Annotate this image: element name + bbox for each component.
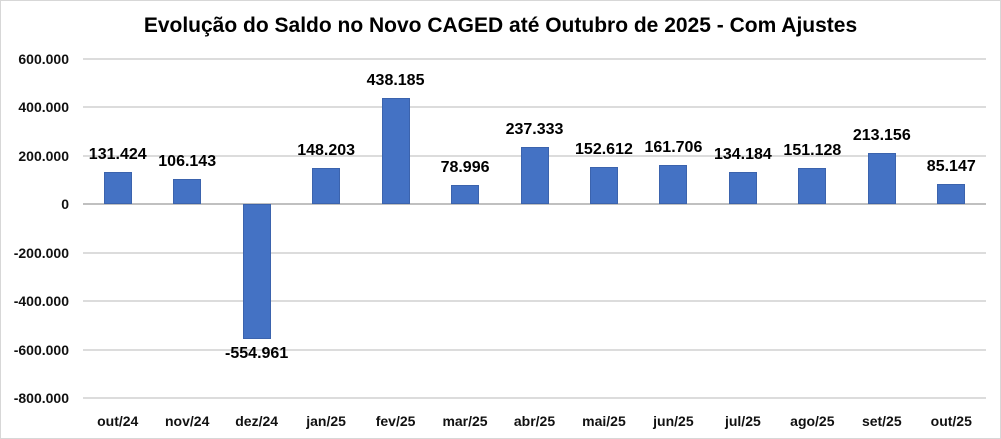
bar-value-label-ago-25: 151.128 <box>783 141 842 159</box>
y-axis-tick-label: -200.000 <box>13 244 69 261</box>
x-axis-category-label-mar-25: mar/25 <box>442 413 488 429</box>
gridline <box>83 397 986 399</box>
bar-value-label-jun-25: 161.706 <box>644 139 703 157</box>
bar-value-label-mar-25: 78.996 <box>440 159 490 177</box>
gridline <box>83 300 986 303</box>
y-axis-tick-label: -600.000 <box>13 341 69 358</box>
bar-value-label-out-24: 131.424 <box>88 146 147 164</box>
chart-title: Evolução do Saldo no Novo CAGED até Outu… <box>143 14 858 37</box>
x-axis-category-label-fev-25: fev/25 <box>375 413 416 429</box>
bar-mai-25 <box>589 167 618 205</box>
x-axis-line <box>83 203 986 206</box>
y-axis-tick-label: -400.000 <box>13 293 69 310</box>
gridline <box>83 348 986 351</box>
bar-ago-25 <box>798 167 827 205</box>
bar-nov-24 <box>173 178 202 205</box>
y-axis-tick-label: 400.000 <box>18 99 69 116</box>
x-axis-category-label-out-25: out/25 <box>930 413 972 429</box>
bar-value-label-jan-25: 148.203 <box>297 142 356 160</box>
x-axis-category-label-set-25: set/25 <box>861 413 902 429</box>
bar-dez-24 <box>242 204 271 339</box>
gridline <box>83 58 986 60</box>
y-axis-tick-label: -800.000 <box>13 390 69 406</box>
x-axis-category-label-jul-25: jul/25 <box>724 413 761 429</box>
x-axis-category-label-jun-25: jun/25 <box>653 413 694 429</box>
bar-out-24 <box>103 172 132 205</box>
bar-value-label-set-25: 213.156 <box>852 126 911 144</box>
bar-value-label-jul-25: 134.184 <box>713 145 772 163</box>
x-axis-category-label-out-24: out/24 <box>97 413 139 429</box>
bar-fev-25 <box>381 98 410 205</box>
gridline <box>83 251 986 254</box>
y-axis-tick-label: 600.000 <box>18 51 69 67</box>
bar-out-25 <box>937 183 966 205</box>
bar-mar-25 <box>451 185 480 205</box>
x-axis-category-label-ago-25: ago/25 <box>790 413 835 429</box>
x-axis-category-label-dez-24: dez/24 <box>235 413 279 429</box>
x-axis-category-label-abr-25: abr/25 <box>513 413 556 429</box>
bar-value-label-dez-24: -554.961 <box>225 344 289 362</box>
bar-value-label-nov-24: 106.143 <box>158 152 217 170</box>
x-axis-category-label-nov-24: nov/24 <box>165 413 210 429</box>
bar-set-25 <box>867 152 896 205</box>
bar-abr-25 <box>520 146 549 205</box>
bar-value-label-fev-25: 438.185 <box>366 72 425 90</box>
bar-value-label-mai-25: 152.612 <box>575 141 633 159</box>
bar-value-label-abr-25: 237.333 <box>505 120 564 138</box>
x-axis-category-label-jan-25: jan/25 <box>306 413 346 429</box>
bar-value-label-out-25: 85.147 <box>926 157 976 175</box>
gridline <box>83 106 986 109</box>
bar-jul-25 <box>728 171 757 205</box>
y-axis-tick-label: 200.000 <box>18 147 69 164</box>
bar-jun-25 <box>659 165 688 205</box>
x-axis-category-label-mai-25: mai/25 <box>582 413 626 429</box>
bar-jan-25 <box>312 168 341 205</box>
y-axis-tick-label: 0 <box>61 196 69 213</box>
